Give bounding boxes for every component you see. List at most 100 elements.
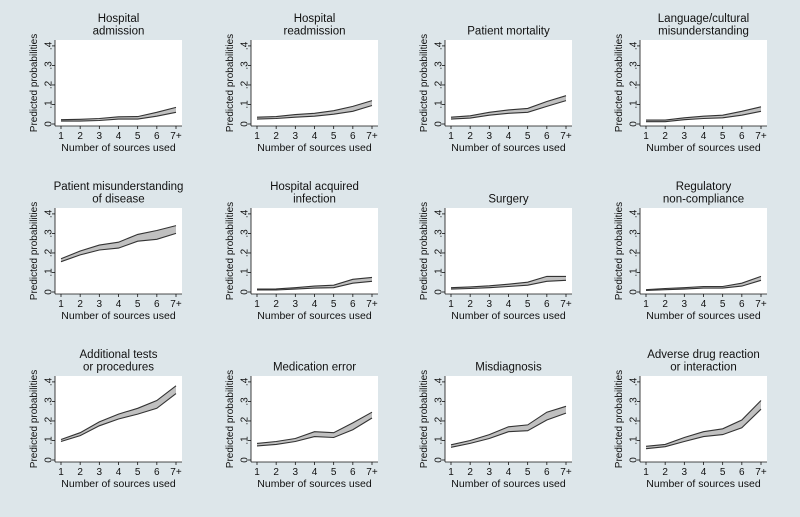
y-tick-label: .1 bbox=[240, 100, 251, 109]
x-tick-label: 2 bbox=[662, 131, 668, 142]
panel-10: Medication error 0 .1 .2 .3 .4 Predicted proba… bbox=[225, 362, 378, 490]
x-tick-label: 7+ bbox=[560, 131, 572, 142]
y-tick-label: .3 bbox=[629, 397, 640, 406]
x-tick-label: 1 bbox=[448, 467, 454, 478]
panel-title-line: Patient mortality bbox=[467, 26, 550, 38]
confidence-band bbox=[61, 225, 176, 262]
y-tick-label: .4 bbox=[44, 377, 55, 386]
y-tick-label: 0 bbox=[434, 121, 445, 127]
panel-title-line: Surgery bbox=[488, 194, 529, 206]
y-tick-label: 0 bbox=[44, 457, 55, 463]
panel-title-line: readmission bbox=[284, 26, 346, 38]
lower-bound-line bbox=[450, 412, 567, 448]
y-tick-label: .1 bbox=[629, 100, 640, 109]
x-tick-label: 7+ bbox=[755, 299, 767, 310]
x-tick-label: 6 bbox=[154, 299, 160, 310]
x-tick-label: 6 bbox=[739, 131, 745, 142]
y-tick-label: .3 bbox=[434, 229, 445, 238]
y-tick-label: .3 bbox=[629, 229, 640, 238]
plot-area bbox=[251, 40, 378, 126]
x-tick-label: 4 bbox=[506, 299, 512, 310]
y-tick-label: .2 bbox=[44, 416, 55, 425]
x-tick-label: 4 bbox=[701, 299, 707, 310]
y-tick-label: .1 bbox=[44, 436, 55, 445]
panel-title-line: or interaction bbox=[670, 362, 736, 374]
x-tick-label: 5 bbox=[525, 131, 531, 142]
x-tick-label: 1 bbox=[254, 131, 260, 142]
y-tick-label: .2 bbox=[44, 248, 55, 257]
y-tick-label: .3 bbox=[240, 61, 251, 70]
x-tick-label: 1 bbox=[448, 299, 454, 310]
y-tick-label: .1 bbox=[44, 268, 55, 277]
y-tick-label: 0 bbox=[240, 121, 251, 127]
y-tick-label: 0 bbox=[629, 289, 640, 295]
x-tick-label: 3 bbox=[487, 467, 493, 478]
y-tick-label: .3 bbox=[240, 229, 251, 238]
y-tick-label: .2 bbox=[434, 248, 445, 257]
lower-bound-line bbox=[61, 111, 177, 122]
y-tick-label: 0 bbox=[44, 289, 55, 295]
x-tick-label: 6 bbox=[154, 467, 160, 478]
lower-bound-line bbox=[256, 104, 373, 120]
y-tick-label: .2 bbox=[240, 416, 251, 425]
upper-bound-line bbox=[256, 411, 373, 444]
x-tick-label: 4 bbox=[506, 131, 512, 142]
x-tick-label: 4 bbox=[116, 467, 122, 478]
panel-title-line: Additional tests bbox=[80, 349, 158, 361]
upper-bound-line bbox=[60, 225, 177, 260]
y-tick-label: .1 bbox=[240, 268, 251, 277]
y-tick-label: .3 bbox=[629, 61, 640, 70]
upper-bound-line bbox=[450, 95, 567, 118]
y-axis-label: Predicted probabilities bbox=[29, 34, 40, 132]
upper-bound-line bbox=[450, 405, 567, 446]
panel-title-line: Language/cultural bbox=[658, 13, 749, 25]
x-tick-label: 3 bbox=[293, 467, 299, 478]
y-tick-label: .2 bbox=[434, 80, 445, 89]
y-axis-label: Predicted probabilities bbox=[225, 202, 236, 300]
x-tick-label: 7+ bbox=[366, 131, 378, 142]
y-axis-label: Predicted probabilities bbox=[614, 202, 625, 300]
x-axis-label: Number of sources used bbox=[257, 142, 372, 154]
y-tick-label: .4 bbox=[44, 41, 55, 50]
confidence-band bbox=[646, 400, 761, 449]
y-tick-label: 0 bbox=[240, 289, 251, 295]
upper-bound-line bbox=[256, 100, 373, 118]
plot-area bbox=[55, 208, 182, 294]
x-tick-label: 7+ bbox=[755, 131, 767, 142]
y-tick-label: .3 bbox=[44, 397, 55, 406]
panel-title-line: Hospital bbox=[294, 13, 336, 25]
y-tick-label: .4 bbox=[629, 377, 640, 386]
x-axis-label: Number of sources used bbox=[646, 310, 761, 322]
x-tick-label: 4 bbox=[312, 467, 318, 478]
y-axis-label: Predicted probabilities bbox=[225, 34, 236, 132]
x-tick-label: 3 bbox=[682, 467, 688, 478]
x-tick-label: 4 bbox=[506, 467, 512, 478]
x-axis-label: Number of sources used bbox=[61, 478, 176, 490]
y-tick-label: .1 bbox=[434, 268, 445, 277]
x-tick-label: 1 bbox=[643, 131, 649, 142]
x-tick-label: 7+ bbox=[560, 299, 572, 310]
x-tick-label: 7+ bbox=[560, 467, 572, 478]
panel-11: Misdiagnosis 0 .1 .2 .3 .4 Predicted probabili… bbox=[419, 362, 572, 490]
upper-bound-line bbox=[256, 276, 373, 290]
x-tick-label: 1 bbox=[58, 131, 64, 142]
x-tick-label: 2 bbox=[77, 467, 83, 478]
x-tick-label: 7+ bbox=[170, 467, 182, 478]
y-tick-label: .4 bbox=[44, 209, 55, 218]
upper-bound-line bbox=[645, 400, 762, 447]
y-tick-label: .2 bbox=[629, 248, 640, 257]
lower-bound-line bbox=[256, 417, 373, 447]
x-tick-label: 6 bbox=[154, 131, 160, 142]
x-tick-label: 3 bbox=[293, 131, 299, 142]
y-tick-label: .2 bbox=[240, 80, 251, 89]
y-tick-label: .2 bbox=[44, 80, 55, 89]
y-tick-label: .3 bbox=[434, 61, 445, 70]
x-tick-label: 6 bbox=[739, 299, 745, 310]
y-axis-label: Predicted probabilities bbox=[419, 202, 430, 300]
